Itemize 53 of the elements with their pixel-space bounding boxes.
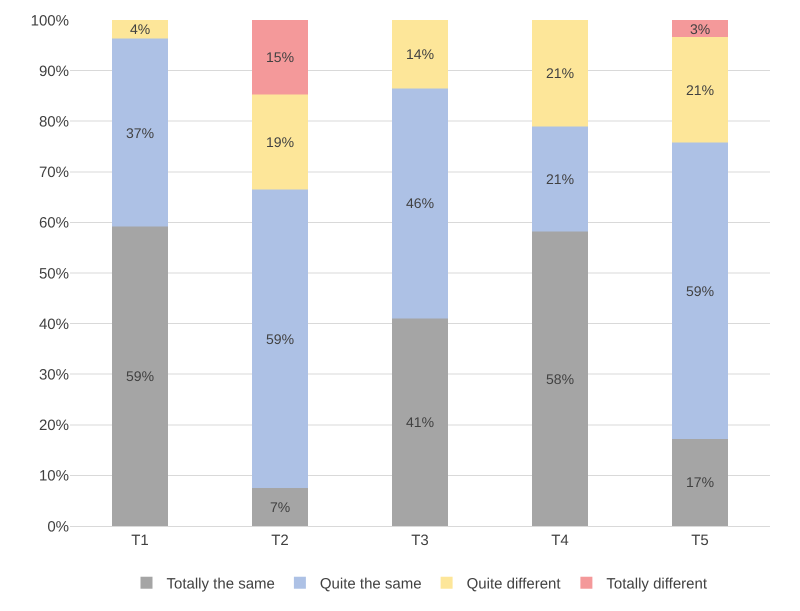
bar: [252, 20, 308, 94]
bar: [252, 190, 308, 488]
bar: [392, 88, 448, 319]
data-label: 3%: [690, 21, 710, 37]
y-tick-label: 50%: [38, 265, 69, 282]
bar: [392, 318, 448, 526]
data-label: 17%: [686, 474, 714, 490]
bar: [392, 20, 448, 88]
y-tick-label: 80%: [38, 113, 69, 130]
data-label: 46%: [406, 195, 434, 211]
x-tick-label: T2: [271, 532, 289, 549]
data-label: 21%: [546, 171, 574, 187]
legend-label: Totally different: [606, 576, 708, 593]
x-tick-label: T5: [691, 532, 709, 549]
y-tick-label: 0%: [47, 518, 69, 536]
bar: [672, 438, 728, 526]
bar: [252, 94, 308, 190]
y-tick-label: 30%: [38, 366, 69, 384]
y-tick-label: 60%: [38, 214, 69, 232]
data-label: 58%: [546, 371, 574, 387]
x-tick-label: T3: [411, 532, 429, 549]
legend-label: Quite the same: [320, 576, 422, 593]
y-tick-label: 100%: [30, 12, 69, 30]
y-tick-label: 10%: [38, 468, 69, 485]
y-tick-label: 20%: [38, 417, 69, 434]
bar: [532, 232, 588, 526]
data-label: 21%: [686, 82, 714, 98]
data-label: 59%: [686, 283, 714, 299]
data-label: 19%: [266, 134, 294, 150]
data-label: 37%: [126, 125, 154, 141]
data-label: 59%: [126, 368, 154, 384]
y-tick-label: 70%: [38, 164, 69, 182]
data-label: 4%: [130, 21, 150, 37]
bar: [112, 226, 168, 526]
data-label: 15%: [266, 49, 294, 65]
data-label: 59%: [266, 331, 294, 347]
data-label: 7%: [270, 499, 290, 515]
bar: [672, 142, 728, 439]
data-label: 21%: [546, 65, 574, 81]
bar: [112, 38, 168, 226]
y-tick-label: 40%: [38, 316, 69, 333]
data-label: 14%: [406, 46, 434, 62]
y-tick-label: 90%: [38, 62, 69, 80]
legend-label: Quite different: [466, 576, 562, 593]
x-tick-label: T1: [131, 532, 149, 549]
bar: [112, 20, 168, 39]
legend-label: Totally the same: [166, 576, 275, 593]
x-tick-label: T4: [551, 532, 569, 549]
bar: [672, 37, 728, 142]
bar: [532, 20, 588, 126]
data-label: 41%: [406, 414, 434, 430]
bar: [532, 126, 588, 232]
bar: [252, 488, 308, 526]
